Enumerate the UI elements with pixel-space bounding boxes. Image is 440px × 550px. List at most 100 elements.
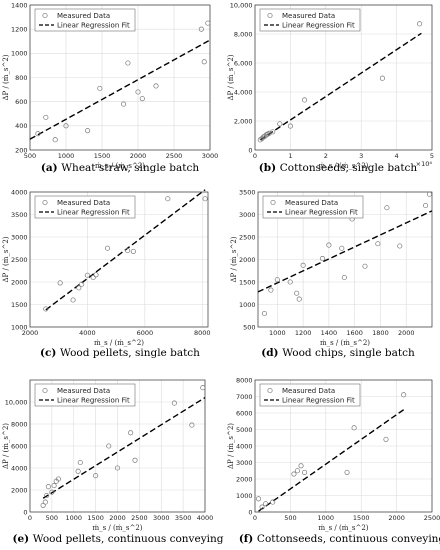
data-point	[125, 60, 131, 66]
data-point	[319, 256, 325, 262]
y-axis-label: ΔP / (ṁ_s^2)	[2, 54, 10, 100]
data-point	[153, 83, 159, 89]
data-point	[296, 296, 302, 302]
x-tick-label: 5	[430, 152, 434, 160]
x-tick-label: 0	[253, 152, 257, 160]
data-point	[205, 20, 211, 26]
x-tick-label: 1000	[58, 152, 75, 160]
data-point	[298, 463, 304, 469]
x-tick-label: 4	[395, 152, 399, 160]
legend-marker-measured	[267, 387, 273, 394]
data-point	[42, 499, 48, 505]
y-tick-label: 1200	[11, 25, 28, 33]
x-tick-label: 1400	[321, 329, 338, 337]
y-tick-label: 500	[243, 323, 255, 331]
y-tick-label: 3000	[239, 211, 256, 219]
y-tick-label: 6000	[11, 442, 28, 450]
x-tick-label: 1500	[94, 152, 111, 160]
data-point	[277, 121, 283, 127]
x-tick-label: 1800	[372, 329, 389, 337]
x-tick-label: 500	[24, 152, 36, 160]
data-point	[302, 97, 308, 103]
x-tick-label: 3500	[175, 514, 192, 522]
y-tick-label: 7000	[236, 393, 253, 401]
legend-marker-measured	[42, 387, 48, 394]
x-tick-label: 4000	[79, 329, 96, 337]
panel-caption-tag: (e)	[13, 533, 33, 545]
y-tick-label: 8000	[236, 376, 253, 384]
x-tick-label: 2000	[22, 329, 39, 337]
panel-caption: (e) Wood pellets, continuous conveying	[13, 533, 224, 545]
y-tick-label: 1500	[239, 278, 256, 286]
y-tick-label: 1400	[11, 1, 28, 9]
y-tick-label: 2000	[236, 475, 253, 483]
data-point	[104, 245, 111, 251]
data-point	[259, 504, 265, 510]
y-tick-label: 0	[23, 508, 27, 516]
x-tick-label: 1200	[295, 329, 312, 337]
x-tick-label: 2000	[398, 329, 415, 337]
x-tick-label: 3	[359, 152, 363, 160]
data-point	[270, 499, 276, 505]
y-axis-label: ΔP / (ṁ_s^2)	[227, 423, 235, 469]
y-tick-label: 8,000	[234, 30, 253, 38]
legend-box	[34, 383, 136, 407]
legend-marker-measured	[267, 12, 273, 19]
data-point	[49, 489, 55, 495]
regression-fit-line	[259, 32, 422, 141]
y-tick-label: 10,000	[5, 398, 28, 406]
legend-label-fit: Linear Regression Fit	[57, 22, 130, 30]
y-tick-label: 0	[248, 508, 252, 516]
x-tick-label: 2500	[131, 514, 148, 522]
data-point	[291, 471, 297, 477]
y-tick-label: 6000	[236, 409, 253, 417]
data-point	[255, 496, 262, 502]
regression-fit-line	[258, 409, 405, 512]
x-axis-exponent: ×10⁴	[416, 160, 433, 168]
panel-caption-tag: (f)	[239, 533, 257, 545]
chart-panel-f: 0 500 1000 1500 2000 2500 0 1000 2000 3000 4000 500…	[227, 376, 440, 545]
panel-caption: (c) Wood pellets, single batch	[40, 347, 200, 359]
legend-box	[34, 8, 136, 32]
y-tick-label: 3500	[239, 188, 256, 196]
x-tick-label: 6000	[137, 329, 154, 337]
plot-frame	[29, 4, 211, 151]
y-tick-label: 8000	[11, 420, 28, 428]
y-tick-label: 2500	[239, 233, 256, 241]
panel-caption-tag: (d)	[261, 347, 282, 359]
legend-label-fit: Linear Regression Fit	[285, 209, 358, 217]
x-tick-label: 500	[284, 514, 296, 522]
data-point	[93, 272, 99, 278]
chart-panel-a: 500 1000 1500 2000 2500 3000 200 400 600 800 1000 1…	[2, 1, 218, 174]
legend-label-fit: Linear Regression Fit	[282, 397, 355, 405]
legend-label-measured: Measured Data	[282, 12, 335, 20]
x-tick-label: 3000	[202, 152, 219, 160]
panel-caption-tag: (b)	[259, 162, 280, 174]
y-axis-label: ΔP / (ṁ_s^2)	[2, 423, 10, 469]
data-point	[261, 310, 267, 317]
y-tick-label: 3500	[11, 211, 28, 219]
data-point	[200, 385, 206, 391]
panel-caption-text: Cottonseeds, continuous conveying	[257, 533, 440, 545]
y-tick-label: 3000	[11, 233, 28, 241]
y-tick-label: 2000	[11, 486, 28, 494]
x-tick-label: 1	[288, 152, 292, 160]
data-point	[300, 262, 306, 268]
data-point	[287, 123, 293, 129]
legend-label-measured: Measured Data	[57, 12, 110, 20]
data-point	[198, 26, 204, 32]
data-point	[45, 484, 51, 490]
data-point	[55, 476, 61, 482]
legend-marker-measured	[270, 199, 276, 206]
data-point	[274, 277, 280, 283]
chart-panel-e: 0 500 1000 1500 2000 2500 3000 3500 4000 0 2000 400…	[2, 379, 224, 545]
regression-fit-line	[257, 210, 433, 293]
y-tick-label: 2,000	[234, 117, 253, 125]
data-point	[90, 274, 96, 281]
data-point	[165, 196, 171, 202]
x-tick-label: 2500	[166, 152, 183, 160]
data-point	[341, 274, 347, 281]
x-tick-label: 2000	[109, 514, 126, 522]
panel-caption-text: Wheat straw, single batch	[61, 162, 199, 174]
